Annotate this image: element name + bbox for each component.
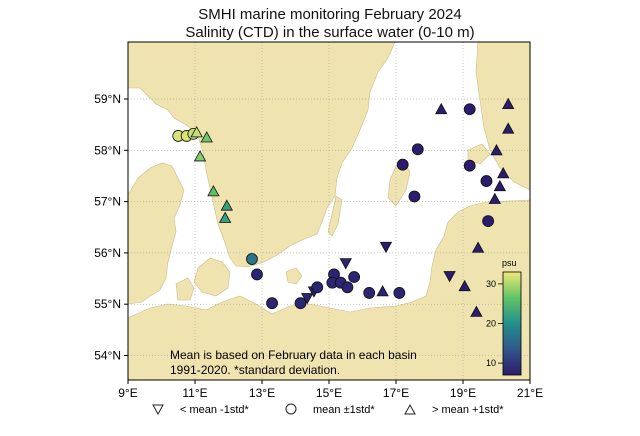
x-tick-label: 13°E — [249, 386, 275, 400]
land-funen — [175, 277, 195, 301]
station-marker-above — [207, 185, 220, 197]
x-tick-label: 11°E — [182, 386, 207, 400]
land-saaremaa — [467, 143, 491, 165]
legend-within-circle — [285, 403, 297, 415]
land-scandinavia — [128, 42, 396, 268]
station-marker-within — [408, 190, 421, 203]
station-marker-within — [251, 268, 263, 281]
y-tick-label: 56°N — [94, 246, 121, 260]
station-marker-above — [220, 199, 234, 211]
station-marker-above — [376, 285, 389, 297]
station-marker-above — [488, 192, 502, 204]
station-marker-within — [463, 159, 476, 172]
land-zealand — [193, 257, 231, 297]
station-marker-above — [502, 122, 515, 134]
legend-below-triangle — [152, 404, 164, 416]
station-marker-within — [363, 287, 376, 299]
x-tick-label: 19°E — [450, 386, 476, 400]
colorbar-ticks: 30 20 10 — [486, 279, 503, 368]
land-jutland — [128, 162, 185, 305]
legend-above-triangle — [404, 403, 416, 415]
x-tick-label: 15°E — [316, 386, 342, 400]
x-axis-ticks: 9°E 11°E 13°E 15°E 17°E 19°E 21°E — [118, 380, 543, 400]
station-marker-above — [490, 143, 503, 156]
station-markers — [172, 97, 515, 317]
station-marker-within — [393, 287, 406, 299]
station-marker-above — [435, 102, 448, 115]
legend: < mean -1std* mean ±1std* > mean +1std* — [152, 403, 504, 416]
colorbar-tick-label: 30 — [486, 279, 496, 289]
land-layer — [128, 42, 530, 380]
legend-within-label: mean ±1std* — [313, 404, 375, 416]
y-tick-label: 54°N — [94, 349, 121, 363]
station-marker-above — [471, 241, 485, 253]
station-marker-within — [411, 143, 424, 156]
y-tick-label: 55°N — [94, 297, 121, 311]
x-tick-label: 21°E — [517, 386, 543, 400]
colorbar-gradient — [502, 271, 522, 376]
legend-below-label: < mean -1std* — [180, 404, 250, 416]
x-tick-label: 17°E — [383, 386, 409, 400]
title-line-1: SMHI marine monitoring February 2024 — [198, 6, 462, 23]
title-line-2: Salinity (CTD) in the surface water (0-1… — [185, 24, 475, 41]
y-tick-label: 59°N — [94, 92, 121, 106]
colorbar-label: psu — [502, 258, 517, 268]
station-marker-below — [339, 258, 352, 270]
station-marker-above — [497, 167, 510, 179]
station-marker-within — [266, 297, 278, 310]
land-oland — [327, 195, 343, 237]
colorbar: psu 30 20 10 — [486, 258, 522, 376]
station-marker-above — [502, 97, 515, 110]
station-marker-within — [396, 158, 409, 171]
station-marker-within — [341, 281, 354, 294]
station-marker-above — [458, 279, 471, 292]
legend-above-label: > mean +1std* — [432, 404, 504, 416]
station-marker-above — [493, 179, 507, 192]
station-marker-within — [246, 253, 258, 265]
note-line-2: 1991-2020. *standard deviation. — [170, 363, 340, 377]
y-axis-ticks: 59°N 58°N 57°N 56°N 55°N 54°N — [94, 92, 128, 363]
station-marker-above — [190, 126, 203, 138]
station-marker-within — [480, 175, 493, 187]
land-baltic-states — [475, 42, 530, 191]
y-tick-label: 58°N — [94, 143, 121, 157]
station-marker-above — [218, 211, 232, 223]
colorbar-tick-label: 10 — [486, 358, 496, 368]
note-line-1: Mean is based on February data in each b… — [170, 348, 417, 362]
station-marker-above — [200, 131, 213, 143]
land-bornholm — [285, 267, 303, 285]
station-marker-within — [463, 103, 476, 116]
station-marker-above — [193, 150, 207, 162]
station-marker-below — [379, 241, 393, 254]
colorbar-tick-label: 20 — [486, 319, 496, 329]
map-title: SMHI marine monitoring February 2024 Sal… — [0, 6, 640, 42]
station-marker-within — [311, 281, 324, 294]
station-marker-within — [294, 297, 307, 310]
station-marker-below — [443, 271, 456, 283]
station-marker-below — [301, 293, 314, 305]
y-tick-label: 57°N — [94, 195, 121, 209]
x-tick-label: 9°E — [118, 386, 137, 400]
station-marker-above — [470, 305, 483, 317]
station-marker-within — [482, 215, 495, 227]
station-marker-within — [348, 271, 361, 283]
